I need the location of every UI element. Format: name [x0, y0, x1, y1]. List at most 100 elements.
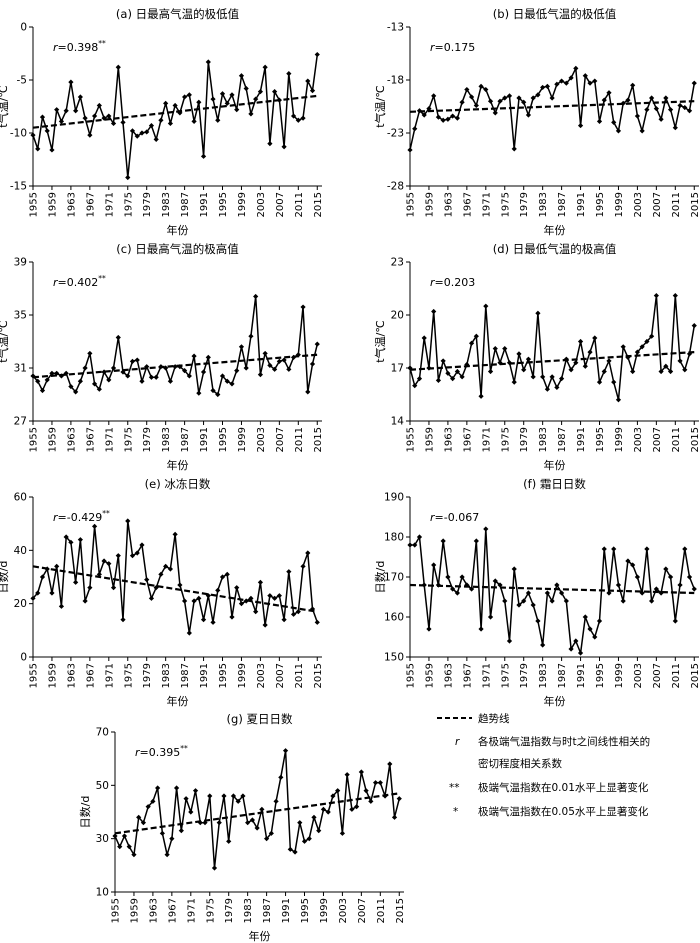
x-tick-label: 2011 [671, 663, 682, 688]
data-point [167, 120, 173, 127]
data-point [559, 78, 565, 84]
data-point [63, 534, 69, 540]
r-value: =-0.429 [58, 511, 103, 524]
data-point [281, 357, 287, 363]
x-tick-label: 1991 [199, 663, 210, 688]
data-point [502, 345, 508, 352]
data-point [682, 104, 688, 111]
data-point [257, 579, 264, 585]
y-tick-label: 40 [14, 545, 27, 557]
x-tick-label: 2003 [633, 663, 644, 688]
data-point [611, 379, 617, 385]
x-tick-label: 1999 [614, 192, 625, 217]
data-point [672, 618, 678, 624]
data-point [163, 563, 169, 569]
data-point [582, 73, 588, 79]
x-tick-label: 2003 [256, 427, 267, 452]
data-point [535, 618, 541, 624]
y-tick-label: 30 [96, 833, 109, 845]
data-point [459, 374, 465, 380]
data-point [487, 614, 494, 620]
data-point [286, 71, 292, 77]
data-point [559, 376, 565, 382]
data-point [625, 354, 631, 360]
y-tick-label: -13 [387, 22, 404, 34]
data-point [596, 118, 603, 124]
data-point [644, 107, 650, 113]
y-tick-label: 27 [14, 416, 27, 428]
data-point [311, 814, 317, 820]
data-point [77, 537, 83, 543]
x-tick-label: 1999 [237, 663, 248, 688]
trend-line [32, 353, 318, 379]
data-point [314, 341, 320, 347]
data-point [300, 563, 306, 569]
data-point [320, 806, 327, 812]
data-point [101, 369, 107, 375]
data-point [516, 602, 522, 608]
data-point [649, 95, 655, 101]
data-point [305, 78, 311, 84]
x-tick-label: 1971 [104, 192, 115, 217]
data-point [158, 571, 164, 577]
y-tick-label: -10 [10, 128, 27, 140]
x-axis-label: 年份 [544, 223, 566, 237]
data-point [634, 574, 641, 580]
data-point [459, 99, 465, 105]
r-annotation: r=0.175 [430, 41, 475, 54]
data-point [620, 344, 626, 350]
x-tick-label: 1987 [557, 427, 568, 452]
data-point [568, 367, 574, 373]
x-tick-label: 1971 [104, 663, 115, 688]
data-point [125, 373, 131, 379]
data-point [325, 809, 331, 815]
series-line [32, 54, 319, 179]
x-tick-label: 1963 [443, 663, 454, 688]
data-point [615, 128, 622, 134]
r-annotation: r=0.398** [53, 39, 106, 54]
r-significance: ** [102, 509, 110, 518]
data-point [183, 796, 189, 802]
data-point [426, 626, 432, 632]
data-point [219, 373, 226, 379]
data-point [115, 64, 121, 70]
data-point [139, 378, 145, 384]
data-point [577, 338, 584, 345]
data-point [205, 59, 211, 65]
data-point [492, 110, 498, 116]
data-point [281, 144, 287, 150]
x-tick-label: 2003 [633, 192, 644, 217]
data-point [91, 113, 98, 119]
panel-title: (d) 日最低气温的极高值 [493, 242, 617, 256]
data-point [224, 100, 230, 106]
legend-r-desc-line1: 各极端气温指数与时t之间线性相关的 [478, 735, 650, 748]
data-point [525, 590, 532, 596]
r-significance: ** [98, 274, 106, 283]
data-point [435, 114, 442, 120]
data-point [144, 577, 150, 583]
data-point [667, 368, 674, 375]
data-point [658, 368, 664, 375]
data-point [144, 129, 150, 135]
legend-r-desc-line2: 密切程度相关系数 [478, 757, 562, 770]
data-point [305, 389, 311, 395]
data-point [478, 83, 484, 89]
data-point [224, 378, 230, 384]
x-tick-label: 1979 [142, 427, 153, 452]
y-tick-label: -5 [17, 75, 27, 87]
data-point [120, 617, 126, 623]
series-line [114, 749, 401, 869]
data-point [634, 349, 641, 355]
data-point [120, 369, 126, 375]
data-point [667, 574, 674, 580]
data-point [582, 614, 588, 620]
data-point [592, 634, 598, 640]
data-point [267, 141, 273, 147]
data-point [516, 95, 522, 101]
x-tick-label: 1967 [462, 427, 473, 452]
data-point [249, 817, 255, 823]
x-tick-label: 1999 [614, 663, 625, 688]
data-point [210, 619, 216, 625]
